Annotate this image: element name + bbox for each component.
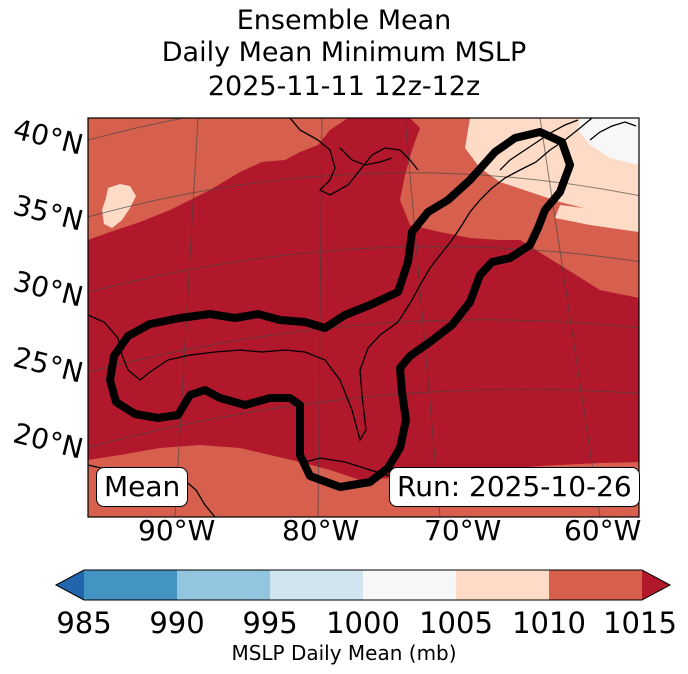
mslp-band-1000-1005 (578, 118, 639, 165)
colorbar (54, 569, 672, 601)
colorbar-tick-1000: 1000 (326, 606, 400, 640)
colorbar-tick-990: 990 (149, 606, 205, 640)
colorbar-tick-1005: 1005 (419, 606, 493, 640)
mslp-patch-1005-1010-west (102, 184, 136, 228)
title-line-2: Daily Mean Minimum MSLP (161, 37, 527, 68)
legend-run-box: Run: 2025-10-26 (389, 467, 640, 507)
title-line-1: Ensemble Mean (236, 5, 452, 36)
colorbar-tick-985: 985 (56, 606, 112, 640)
colorbar-extend-high (642, 570, 670, 600)
colorbar-segment-985 (84, 570, 177, 600)
title-line-3: 2025-11-11 12z-12z (207, 71, 481, 102)
map-panel (88, 118, 639, 517)
lon-label-90w: 90°W (138, 514, 216, 547)
colorbar-label: MSLP Daily Mean (mb) (231, 641, 457, 665)
lon-label-80w: 80°W (282, 514, 360, 547)
lon-label-60w: 60°W (564, 514, 642, 547)
lon-label-70w: 70°W (424, 514, 502, 547)
colorbar-segment-995 (270, 570, 363, 600)
colorbar-segment-1000 (363, 570, 456, 600)
contour-1015-mb (106, 128, 574, 491)
colorbar-extend-low (56, 570, 84, 600)
map-frame (87, 117, 640, 518)
colorbar-tick-1010: 1010 (512, 606, 586, 640)
colorbar-tick-1015: 1015 (603, 606, 677, 640)
colorbar-segment-1005 (456, 570, 549, 600)
mslp-band-1005-1010-lower (555, 205, 639, 232)
colorbar-outline (54, 569, 672, 601)
colorbar-tick-995: 995 (242, 606, 298, 640)
legend-mean-box: Mean (96, 467, 189, 507)
colorbar-segment-990 (177, 570, 270, 600)
colorbar-segment-1010 (549, 570, 642, 600)
